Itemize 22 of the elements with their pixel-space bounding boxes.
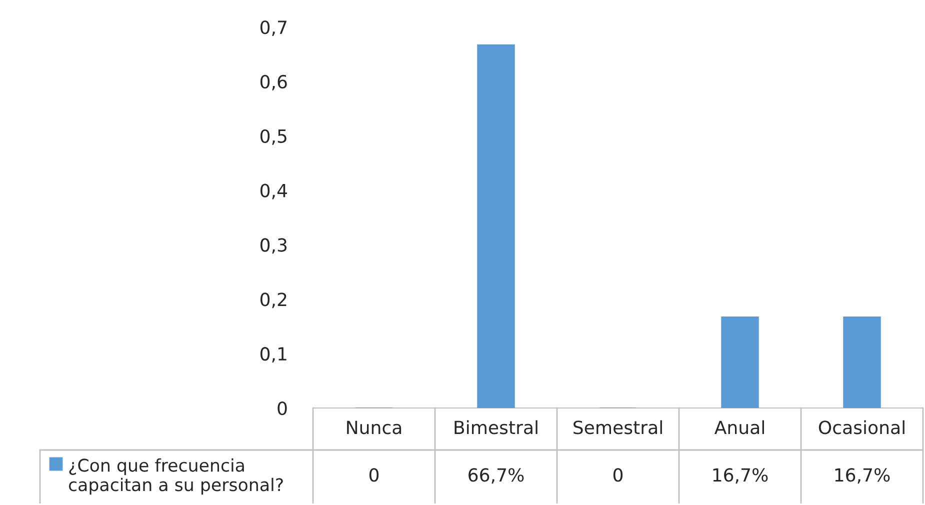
legend-label: ¿Con que frecuencia capacitan a su personal? <box>68 458 283 495</box>
bar <box>721 316 759 408</box>
x-tick-label: Nunca <box>347 420 402 434</box>
y-tick-label: 0,7 <box>260 20 286 36</box>
y-tick-label: 0,1 <box>260 347 286 363</box>
y-tick-label: 0,6 <box>260 74 287 90</box>
y-tick-label: 0,2 <box>260 292 286 308</box>
x-tick-label: Anual <box>714 420 764 434</box>
y-tick-label: 0,3 <box>260 238 287 254</box>
x-tick-label: Bimestral <box>454 420 538 434</box>
bar <box>477 44 515 408</box>
y-tick-label: 0,5 <box>260 129 286 145</box>
data-label: 16,7% <box>835 468 890 484</box>
data-label: 66,7% <box>468 468 524 484</box>
data-label: 0 <box>613 468 623 482</box>
y-tick-label: 0 <box>278 401 287 416</box>
bar <box>843 316 881 408</box>
y-tick-label: 0,4 <box>260 184 287 200</box>
x-tick-label: Ocasional <box>818 420 904 434</box>
data-label: 16,7% <box>713 468 768 484</box>
data-label: 0 <box>369 468 379 482</box>
x-tick-label: Semestral <box>574 420 662 434</box>
